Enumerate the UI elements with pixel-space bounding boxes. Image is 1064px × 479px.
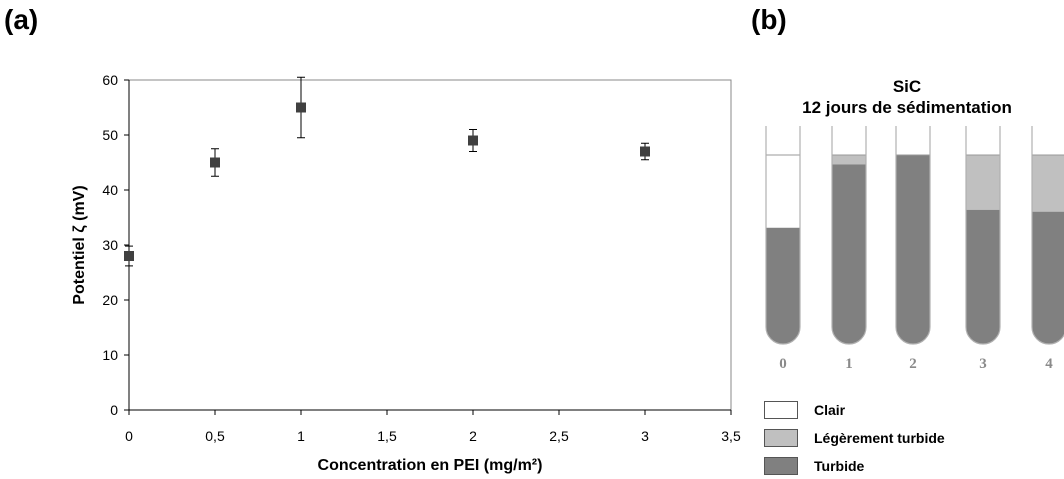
y-tick-label: 50 — [102, 127, 118, 143]
layer-turbide — [766, 228, 800, 345]
sedimentation-title: SiC 12 jours de sédimentation — [750, 76, 1064, 118]
data-point-0 — [124, 246, 134, 266]
marker — [210, 158, 220, 168]
y-tick-label: 0 — [110, 402, 118, 418]
marker — [468, 136, 478, 146]
legend-swatch-legerement-turbide — [764, 429, 798, 447]
tube-label: 4 — [1045, 356, 1053, 372]
tube-label: 0 — [779, 356, 787, 372]
tube-2 — [896, 126, 930, 345]
layer-legerement-turbide — [1032, 155, 1064, 212]
tube-4 — [1032, 126, 1064, 345]
data-point-4 — [640, 143, 650, 160]
legend-label-clair: Clair — [814, 402, 845, 418]
tube-outline — [966, 126, 1000, 344]
title-material: SiC — [750, 76, 1064, 97]
x-tick-label: 1 — [297, 428, 305, 444]
tube-outline — [766, 126, 800, 344]
layer-clair — [766, 155, 800, 228]
tube-outline — [896, 126, 930, 344]
y-tick-label: 40 — [102, 182, 118, 198]
x-tick-label: 2,5 — [549, 428, 569, 444]
marker — [296, 103, 306, 113]
data-point-1 — [210, 149, 220, 177]
tube-0 — [766, 126, 800, 345]
layer-turbide — [966, 210, 1000, 345]
tube-label: 3 — [979, 356, 987, 372]
legend-swatch-turbide — [764, 457, 798, 475]
tube-1 — [832, 126, 866, 345]
tube-3 — [966, 126, 1000, 345]
tube-label: 1 — [845, 356, 853, 372]
legend-item-legerement-turbide: Légèrement turbide — [764, 428, 945, 448]
y-tick-label: 30 — [102, 237, 118, 253]
x-axis-label: Concentration en PEI (mg/m²) — [318, 457, 543, 474]
tube-label: 2 — [909, 356, 917, 372]
tube-outline — [1032, 126, 1064, 344]
layer-legerement-turbide — [832, 155, 866, 164]
layer-turbide — [1032, 212, 1064, 345]
legend-item-clair: Clair — [764, 400, 845, 420]
zeta-potential-chart: 0 10 20 30 40 50 60 0 0,5 1 1,5 2 2,5 3 3,5 Concentrati… — [0, 0, 750, 479]
data-point-2 — [296, 77, 306, 138]
legend-label-legerement-turbide: Légèrement turbide — [814, 430, 945, 446]
data-point-3 — [468, 130, 478, 152]
plot-frame — [129, 80, 731, 410]
layer-turbide — [832, 164, 866, 345]
legend-swatch-clair — [764, 401, 798, 419]
x-tick-label: 0,5 — [205, 428, 225, 444]
marker — [124, 251, 134, 261]
x-tick-label: 0 — [125, 428, 133, 444]
y-tick-label: 10 — [102, 347, 118, 363]
legend-label-turbide: Turbide — [814, 458, 864, 474]
panel-b-label: (b) — [751, 4, 787, 36]
layer-turbide — [896, 155, 930, 345]
x-tick-label: 3,5 — [721, 428, 741, 444]
layer-legerement-turbide — [966, 155, 1000, 210]
tube-outline — [832, 126, 866, 344]
title-duration: 12 jours de sédimentation — [750, 97, 1064, 118]
x-tick-label: 3 — [641, 428, 649, 444]
x-tick-label: 2 — [469, 428, 477, 444]
y-tick-label: 60 — [102, 72, 118, 88]
y-tick-label: 20 — [102, 292, 118, 308]
legend-item-turbide: Turbide — [764, 456, 864, 476]
x-tick-label: 1,5 — [377, 428, 397, 444]
marker — [640, 147, 650, 157]
y-axis-label: Potentiel ζ (mV) — [71, 185, 88, 304]
